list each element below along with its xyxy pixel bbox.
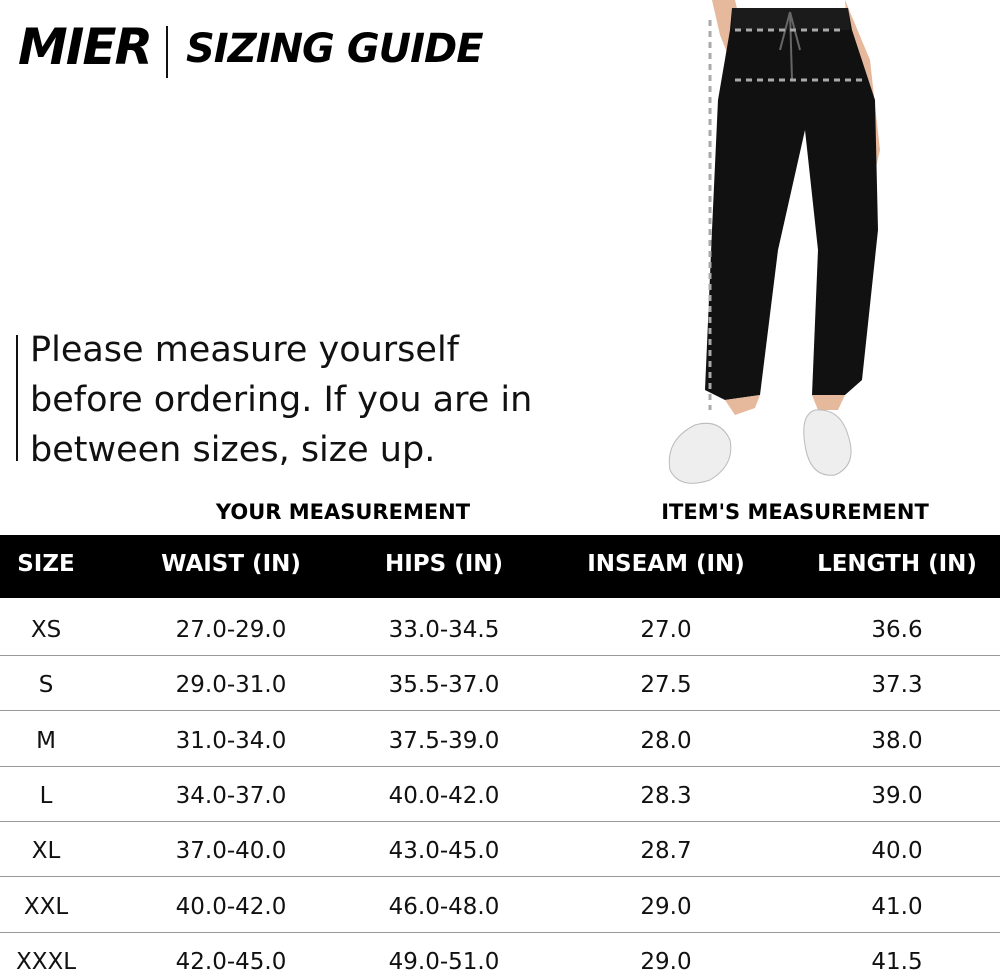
row-divider (0, 876, 1000, 878)
divider (166, 26, 168, 78)
table-cell: S (38, 672, 54, 699)
row-divider (0, 710, 1000, 712)
table-cell: 27.0-29.0 (175, 617, 287, 643)
table-cell: 37.3 (871, 672, 923, 699)
table-cell: 33.0-34.5 (388, 617, 500, 643)
table-cell: 38.0 (871, 727, 923, 754)
table-cell: 42.0-45.0 (175, 948, 287, 975)
table-cell: XS (30, 617, 62, 643)
table-cell: 29.0-31.0 (175, 672, 287, 699)
table-cell: 39.0 (871, 782, 923, 809)
table-cell: 35.5-37.0 (388, 672, 500, 699)
table-cell: 34.0-37.0 (175, 782, 287, 809)
table-cell: 28.0 (640, 727, 692, 754)
table-cell: 28.7 (640, 838, 692, 865)
table-cell: 43.0-45.0 (388, 838, 500, 865)
row-divider (0, 765, 1000, 767)
table-cell: 28.3 (640, 782, 692, 809)
table-cell: XL (31, 838, 61, 865)
column-header: HIPS (IN) (384, 551, 504, 577)
table-cell: 37.0-40.0 (175, 838, 287, 865)
table-cell: 31.0-34.0 (175, 727, 287, 754)
note-line: before ordering. If you are in (30, 380, 533, 420)
table-cell: M (36, 727, 56, 754)
group-label: YOUR MEASUREMENT (215, 500, 471, 524)
table-cell: 40.0-42.0 (175, 893, 287, 920)
note-line: Please measure yourself (30, 330, 459, 370)
title: SIZING GUIDE (186, 26, 484, 72)
table-cell: 41.5 (871, 948, 923, 975)
table-cell: 41.0 (871, 893, 923, 920)
table-cell: 29.0 (640, 893, 692, 920)
table-cell: 36.6 (871, 617, 923, 643)
group-label: ITEM'S MEASUREMENT (661, 500, 929, 524)
row-divider (0, 820, 1000, 822)
column-header: SIZE (17, 551, 75, 577)
table-cell: 27.0 (640, 617, 692, 643)
row-divider (0, 931, 1000, 933)
row-divider (0, 655, 1000, 656)
brand: MIER (18, 18, 153, 76)
table-cell: 46.0-48.0 (388, 893, 500, 920)
table-cell: L (39, 782, 53, 809)
table-header (0, 535, 1000, 598)
column-header: INSEAM (IN) (587, 551, 745, 577)
table-cell: XXXL (15, 948, 77, 975)
table-cell: 40.0-42.0 (388, 782, 500, 809)
table-cell: XXL (23, 893, 69, 920)
table-cell: 40.0 (871, 838, 923, 865)
column-header: LENGTH (IN) (817, 551, 977, 577)
note-bar (16, 335, 18, 461)
table-cell: 49.0-51.0 (388, 948, 500, 975)
note-line: between sizes, size up. (30, 430, 436, 470)
column-header: WAIST (IN) (161, 551, 301, 577)
table-cell: 27.5 (640, 672, 692, 699)
product-photo (668, 0, 880, 484)
table-cell: 29.0 (640, 948, 692, 975)
table-cell: 37.5-39.0 (388, 727, 500, 754)
